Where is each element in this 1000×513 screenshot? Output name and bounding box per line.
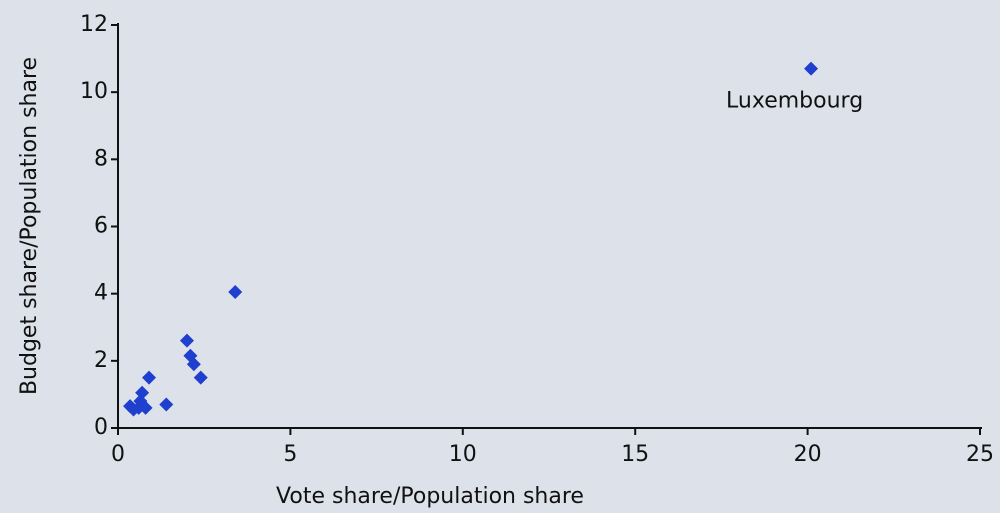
x-axis-label: Vote share/Population share: [276, 484, 584, 509]
point: [193, 370, 208, 385]
x-tick-label: 20: [794, 442, 822, 467]
y-tick-label: 8: [94, 146, 108, 171]
x-tick-label: 10: [449, 442, 477, 467]
point: [804, 61, 819, 76]
point: [142, 370, 157, 385]
y-axis-label: Budget share/Population share: [17, 57, 42, 395]
point: [159, 397, 174, 412]
point: [186, 357, 201, 372]
annotation: Luxembourg: [726, 89, 863, 114]
point: [228, 284, 243, 299]
point: [133, 394, 148, 409]
x-tick-label: 25: [966, 442, 994, 467]
x-tick-label: 0: [111, 442, 125, 467]
y-tick-label: 6: [94, 214, 108, 239]
y-tick-label: 4: [94, 281, 108, 306]
point: [126, 402, 141, 417]
point: [179, 333, 194, 348]
y-tick-label: 10: [80, 79, 108, 104]
y-tick-label: 0: [94, 415, 108, 440]
x-tick-label: 5: [283, 442, 297, 467]
x-tick-label: 15: [621, 442, 649, 467]
y-tick-label: 12: [80, 12, 108, 37]
y-tick-label: 2: [94, 348, 108, 373]
